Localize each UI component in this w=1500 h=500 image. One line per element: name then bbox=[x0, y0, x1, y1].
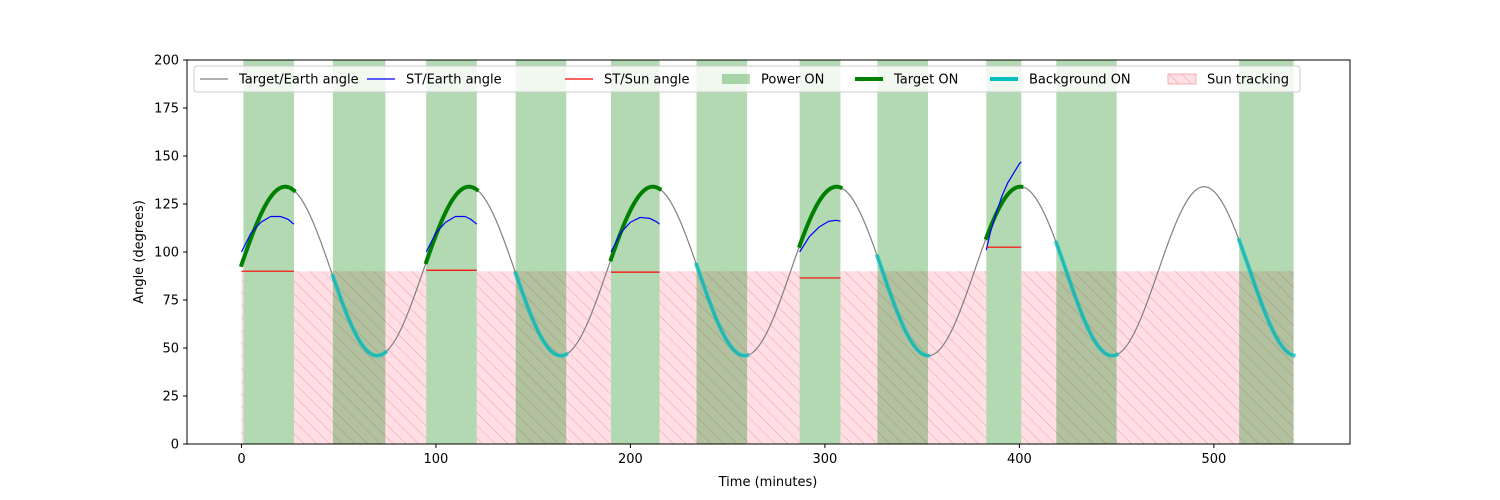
x-tick-label-500: 500 bbox=[1201, 452, 1226, 467]
legend-label-power_on: Power ON bbox=[761, 73, 824, 88]
legend-label-background_on: Background ON bbox=[1029, 73, 1131, 88]
background-on-segment-3 bbox=[874, 253, 931, 358]
st-earth-angle-segment-2 bbox=[610, 216, 660, 253]
x-axis: 0 100 200 300 400 500 bbox=[237, 444, 1226, 467]
legend-swatch-power_on bbox=[722, 74, 750, 84]
power-on-region-5 bbox=[696, 60, 748, 444]
st-earth-angle-segment-3 bbox=[799, 219, 841, 253]
y-tick-label-125: 125 bbox=[154, 198, 179, 213]
y-tick-label-175: 175 bbox=[154, 102, 179, 117]
power-on-region-2 bbox=[426, 60, 477, 444]
power-on-region-9 bbox=[1056, 60, 1117, 444]
background-on-segment-4 bbox=[1053, 240, 1120, 358]
background-on-segment-2 bbox=[693, 262, 750, 358]
background-on-segment-0 bbox=[330, 273, 389, 358]
legend-swatch-hatch bbox=[1168, 74, 1196, 84]
y-tick-label-75: 75 bbox=[162, 294, 179, 309]
x-tick-label-300: 300 bbox=[812, 452, 837, 467]
y-tick-label-50: 50 bbox=[162, 342, 179, 357]
power-on-region-7 bbox=[877, 60, 928, 444]
target-on-segment-0 bbox=[238, 184, 297, 268]
sun-tracking-hatch-3 bbox=[659, 271, 800, 444]
target-on-segment-1 bbox=[423, 184, 480, 265]
sun-tracking-hatch-2 bbox=[476, 271, 611, 444]
x-tick-label-400: 400 bbox=[1007, 452, 1032, 467]
st-earth-angle-segment-0 bbox=[240, 215, 295, 253]
background-on-segment-5 bbox=[1236, 237, 1297, 358]
power-on-region-3 bbox=[515, 60, 567, 444]
power-on-region-1 bbox=[332, 60, 386, 444]
legend-label-st_sun: ST/Sun angle bbox=[604, 73, 690, 88]
power-on-region-0 bbox=[243, 60, 294, 444]
y-axis: 0 25 50 75 100 125 150 175 200 bbox=[154, 54, 187, 453]
x-tick-label-0: 0 bbox=[237, 452, 245, 467]
y-tick-label-25: 25 bbox=[162, 390, 179, 405]
x-axis-title: Time (minutes) bbox=[718, 475, 818, 490]
x-tick-label-100: 100 bbox=[424, 452, 449, 467]
sun-tracking-hatch-4 bbox=[840, 271, 987, 444]
y-axis-title: Angle (degrees) bbox=[132, 200, 147, 304]
legend-frame bbox=[193, 65, 1301, 93]
power-on-region-8 bbox=[986, 60, 1022, 444]
legend-label-target_on: Target ON bbox=[893, 73, 958, 88]
sun-tracking-hatch-1 bbox=[293, 271, 427, 444]
st-earth-angle-segment-4 bbox=[985, 161, 1022, 251]
y-tick-label-100: 100 bbox=[154, 246, 179, 261]
power-on-region-4 bbox=[610, 60, 660, 444]
legend-label-sun_tracking: Sun tracking bbox=[1207, 73, 1289, 88]
y-tick-label-150: 150 bbox=[154, 150, 179, 165]
legend-label-target_earth: Target/Earth angle bbox=[238, 73, 359, 88]
x-tick-label-200: 200 bbox=[618, 452, 643, 467]
target-on-segment-4 bbox=[983, 184, 1024, 241]
power-on-region-6 bbox=[799, 60, 841, 444]
sun-tracking-hatch-0 bbox=[241, 271, 244, 444]
sun-tracking-hatch-5 bbox=[1021, 271, 1294, 444]
power-on-region-10 bbox=[1239, 60, 1294, 444]
legend: Target/Earth angle ST/Earth angle ST/Sun a… bbox=[193, 65, 1301, 93]
plot-area bbox=[238, 60, 1297, 444]
target-on-segment-3 bbox=[797, 184, 843, 249]
y-tick-label-0: 0 bbox=[171, 438, 179, 453]
background-on-segment-1 bbox=[513, 270, 569, 358]
y-tick-label-200: 200 bbox=[154, 54, 179, 69]
st-earth-angle-segment-1 bbox=[425, 215, 478, 253]
legend-label-st_earth: ST/Earth angle bbox=[406, 73, 502, 88]
